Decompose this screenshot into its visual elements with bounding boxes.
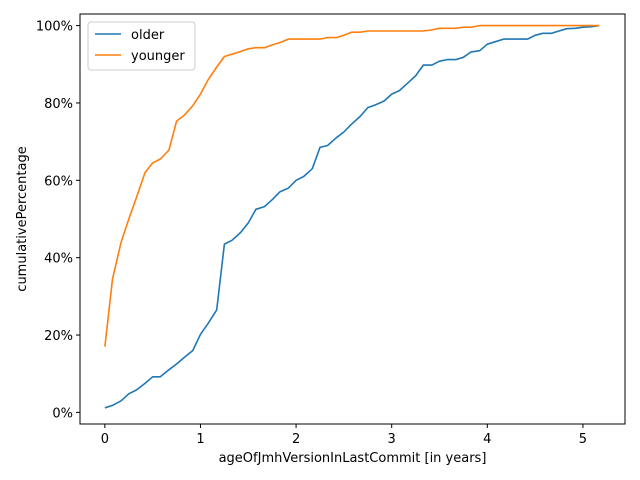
series-layer	[104, 24, 600, 409]
y-tick-label: 100%	[36, 20, 73, 35]
x-axis-label: ageOfJmhVersionInLastCommit [in years]	[219, 451, 487, 466]
legend-label-younger: younger	[131, 49, 185, 64]
y-tick-label: 0%	[52, 406, 73, 421]
legend: older younger	[87, 21, 196, 71]
x-tick-label: 5	[579, 432, 587, 447]
x-tick-label: 4	[483, 432, 491, 447]
x-tick-label: 0	[101, 432, 109, 447]
y-tick-label: 60%	[44, 174, 73, 189]
legend-label-older: older	[131, 28, 165, 43]
x-tick-label: 3	[388, 432, 396, 447]
y-axis-label: cumulativePercentage	[15, 146, 30, 291]
y-axis-ticks: 0% 20% 40% 60% 80% 100%	[36, 20, 80, 421]
plot-area-frame	[79, 13, 626, 425]
x-axis-ticks: 0 1 2 3 4 5	[101, 424, 587, 447]
y-tick-label: 40%	[44, 252, 73, 267]
y-tick-label: 20%	[44, 329, 73, 344]
y-tick-label: 80%	[44, 97, 73, 112]
x-tick-label: 1	[196, 432, 204, 447]
series-line-younger	[104, 24, 600, 347]
x-tick-label: 2	[292, 432, 300, 447]
series-line-older	[104, 24, 600, 409]
